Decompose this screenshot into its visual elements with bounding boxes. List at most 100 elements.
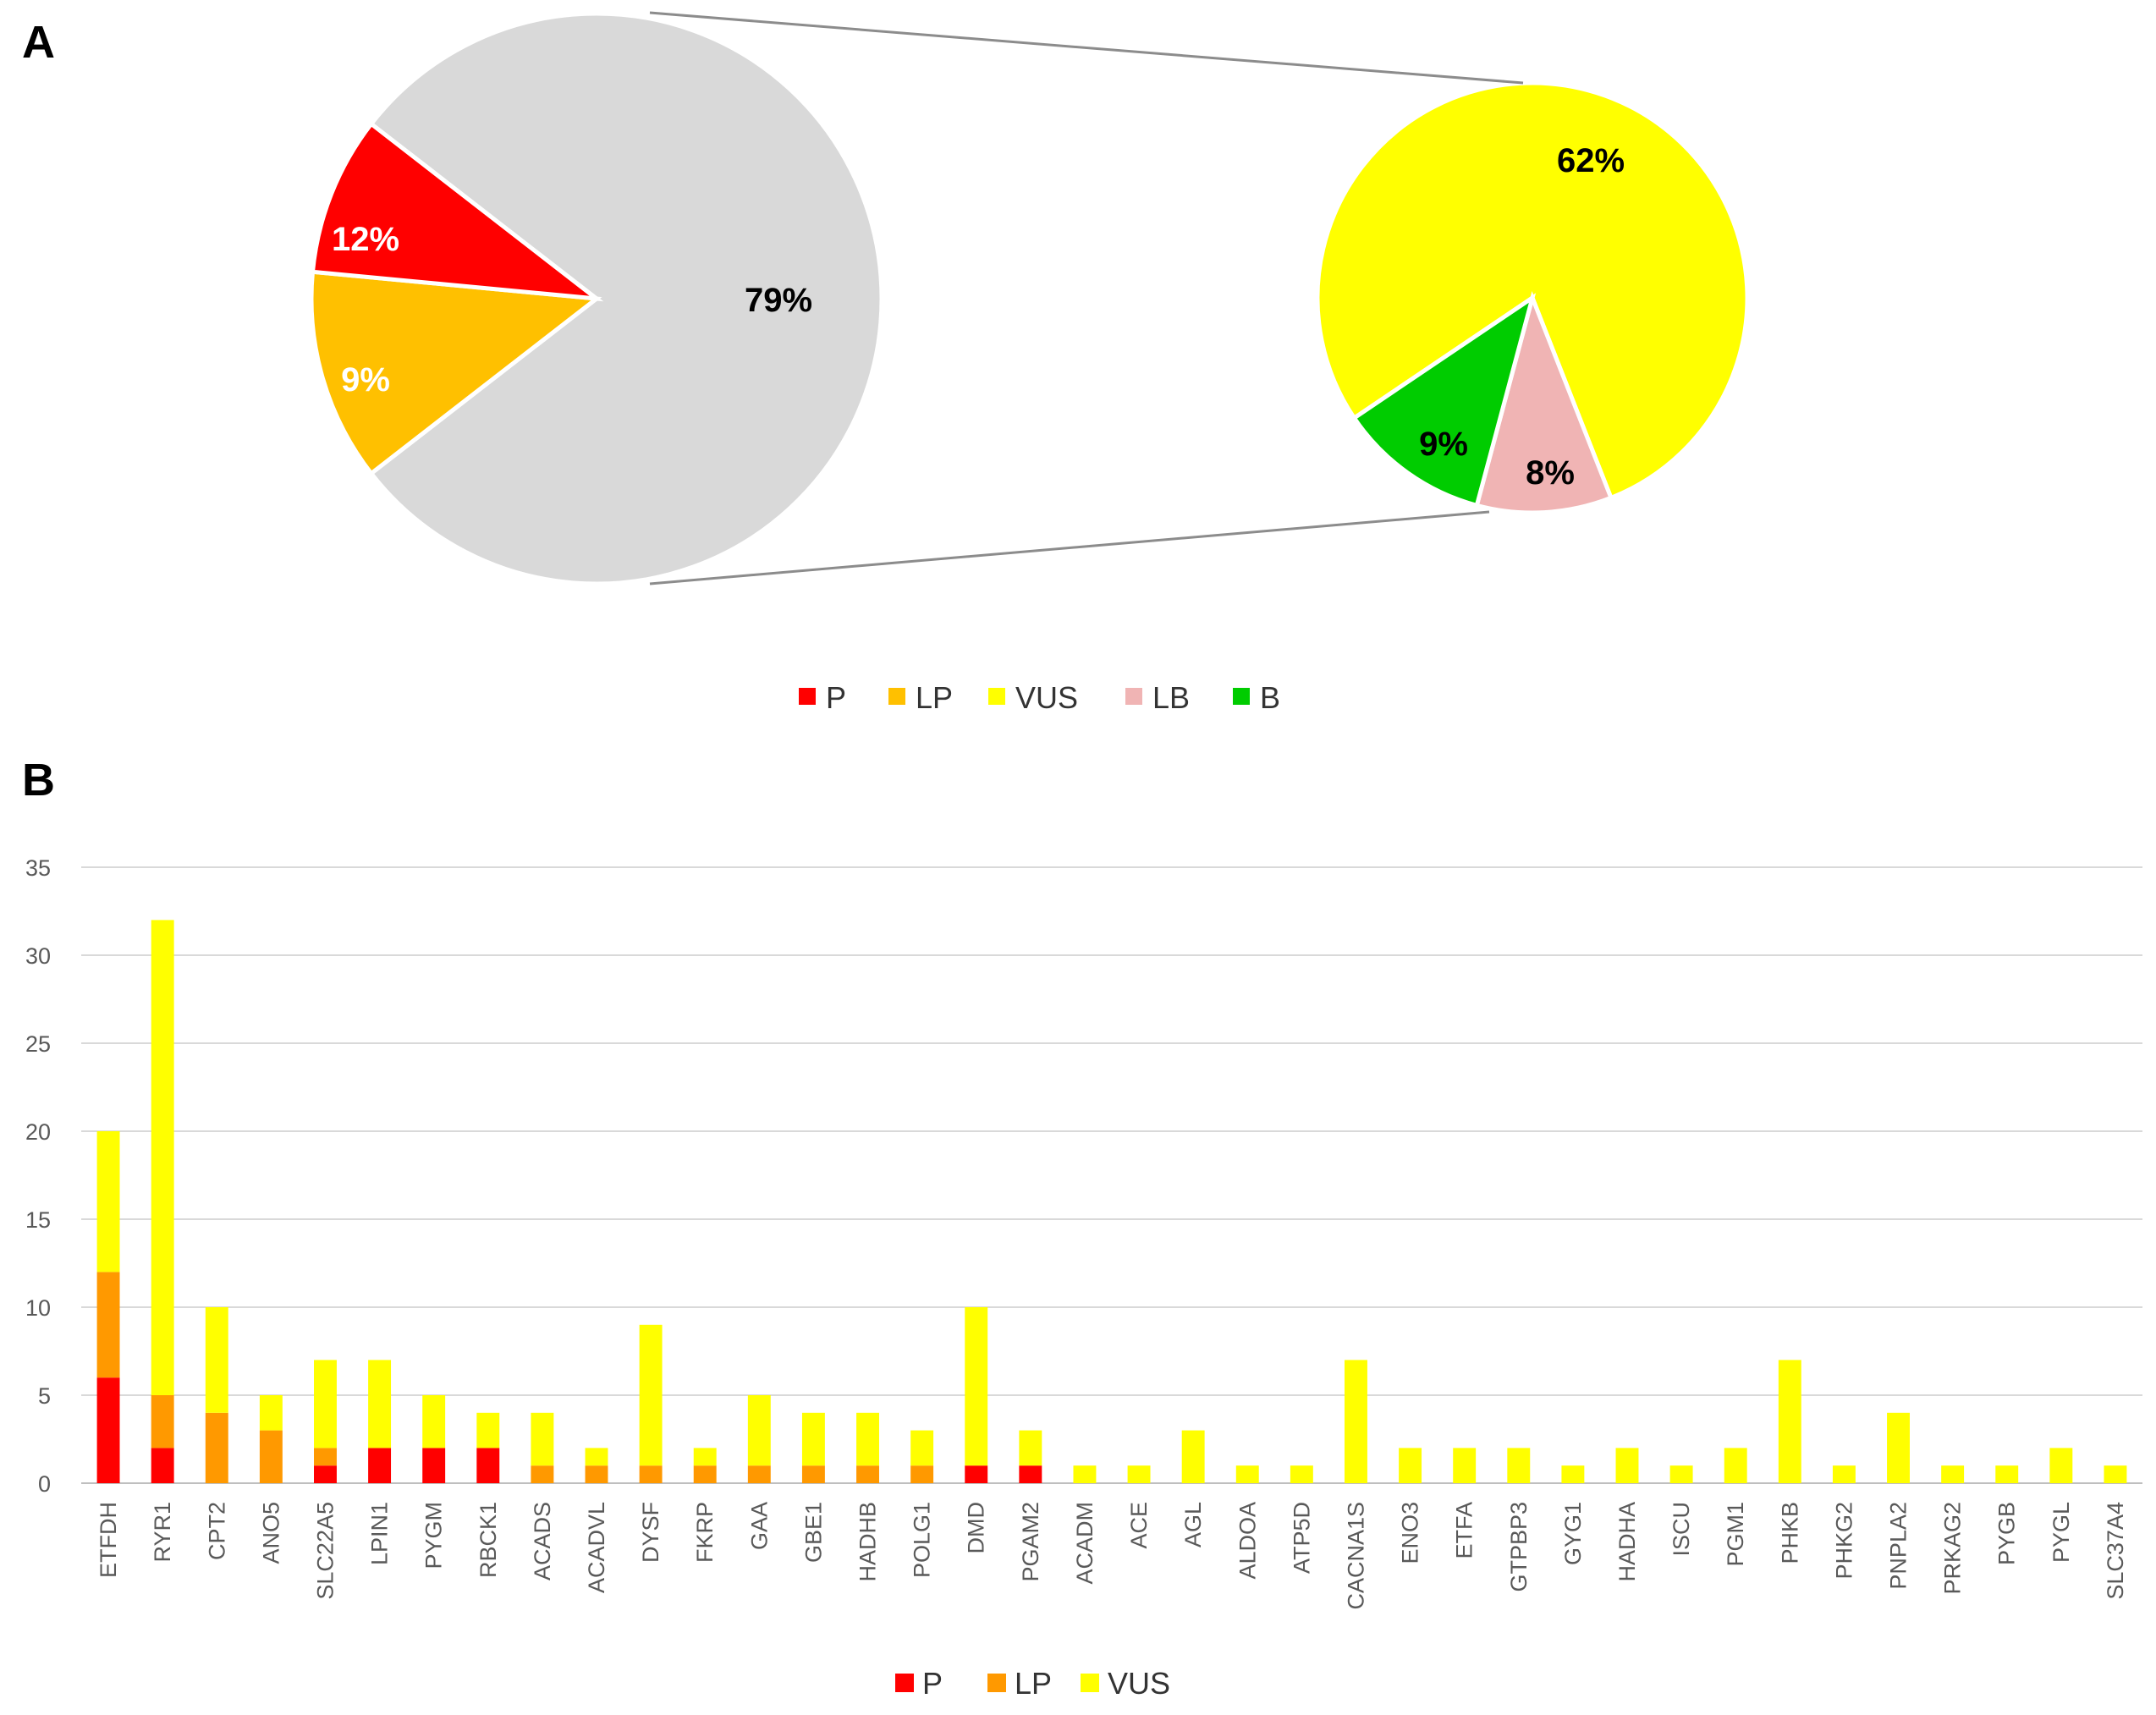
bar-vus-acads: [531, 1412, 554, 1466]
bar-vus-slc22a5: [314, 1360, 337, 1448]
pie-legend: P LP VUS LB B: [799, 680, 1280, 715]
bar-vus-ano5: [259, 1395, 283, 1431]
bar-vus-acadvl: [585, 1448, 608, 1466]
bar-lp-fkrp: [693, 1465, 717, 1483]
x-tick-label: ACADS: [530, 1502, 555, 1580]
x-tick-label: LPIN1: [367, 1502, 393, 1565]
bar-lp-acads: [531, 1465, 554, 1483]
x-tick-label: DYSF: [638, 1502, 663, 1563]
x-tick-label: CACNA1S: [1343, 1502, 1368, 1610]
bar-vus-cpt2: [205, 1307, 228, 1413]
breakout-slice-lb: [1474, 291, 1614, 515]
bar-vus-acadm: [1073, 1465, 1097, 1483]
bar-vus-phkb: [1778, 1360, 1801, 1483]
x-tick-label: PHKB: [1777, 1502, 1802, 1564]
bar-lp-ano5: [259, 1430, 283, 1483]
x-tick-label: ALDOA: [1235, 1502, 1260, 1580]
x-tick-label: ACADVL: [584, 1502, 609, 1593]
bar-p-pygm: [422, 1448, 446, 1483]
legend-label-lp: LP: [916, 680, 953, 715]
connector-line-bottom: [649, 510, 1490, 585]
bar-vus-gaa: [747, 1395, 771, 1466]
bar-vus-atp5d: [1290, 1465, 1313, 1483]
bar-vus-ryr1: [151, 920, 174, 1395]
bar-vus-etfdh: [96, 1131, 120, 1273]
x-tick-label: GYG1: [1560, 1502, 1586, 1565]
bar-vus-pgam2: [1019, 1430, 1042, 1466]
x-tick-label: GTPBP3: [1506, 1502, 1532, 1592]
pie-slice-p: [310, 120, 604, 302]
legend-swatch-lp: [888, 688, 905, 705]
x-tick-label: FKRP: [692, 1502, 718, 1563]
bar-vus-rbck1: [476, 1412, 500, 1448]
legend-label-b: B: [1260, 680, 1280, 715]
legend-label-p: P: [826, 680, 846, 715]
bar-lp-dysf: [639, 1465, 663, 1483]
x-tick-label: ACADM: [1072, 1502, 1097, 1585]
legend-label-vus: VUS: [1015, 680, 1078, 715]
x-tick-label: PNPLA2: [1886, 1502, 1911, 1590]
y-tick-label: 35: [25, 855, 51, 881]
legend-label-lb: LB: [1152, 680, 1190, 715]
breakout-slice-b: [1350, 293, 1537, 508]
x-tick-label: POLG1: [910, 1502, 935, 1578]
y-tick-label: 15: [25, 1207, 51, 1233]
y-tick-label: 20: [25, 1119, 51, 1145]
bar-legend-label-p: P: [922, 1666, 943, 1701]
bar-legend-label-lp: LP: [1015, 1666, 1052, 1701]
x-tick-label: GBE1: [800, 1502, 826, 1563]
bar-vus-phkg2: [1832, 1465, 1856, 1483]
pie-slice-lp: [309, 269, 602, 477]
bar-p-etfdh: [96, 1377, 120, 1483]
bar-vus-dmd: [965, 1307, 988, 1466]
y-tick-label: 30: [25, 943, 51, 969]
x-tick-label: PYGB: [1994, 1502, 2020, 1565]
bar-legend-label-vus: VUS: [1108, 1666, 1170, 1701]
bar-vus-gtpbp3: [1507, 1448, 1531, 1483]
x-tick-label: ACE: [1126, 1502, 1152, 1549]
pie-label-p: 9%: [341, 361, 390, 399]
bar-lp-hadhb: [856, 1465, 879, 1483]
bar-vus-etfa: [1453, 1448, 1477, 1483]
bar-lp-ryr1: [151, 1395, 174, 1448]
x-tick-label: PYGM: [421, 1502, 447, 1569]
x-tick-label: ATP5D: [1289, 1502, 1314, 1574]
x-tick-label: DMD: [964, 1502, 989, 1554]
bar-vus-hadhb: [856, 1412, 879, 1466]
bar-p-pgam2: [1019, 1465, 1042, 1483]
bar-vus-fkrp: [693, 1448, 717, 1466]
panel-b-letter: B: [22, 755, 55, 805]
bar-p-dmd: [965, 1465, 988, 1483]
legend-swatch-b: [1233, 688, 1250, 705]
x-tick-label: RYR1: [150, 1502, 175, 1563]
x-tick-label: RBCK1: [476, 1502, 501, 1578]
bar-vus-polg1: [910, 1430, 934, 1466]
y-tick-label: 25: [25, 1031, 51, 1057]
legend-swatch-lb: [1125, 688, 1142, 705]
bar-vus-eno3: [1399, 1448, 1422, 1483]
legend-swatch-p: [799, 688, 816, 705]
x-tick-label: PHKG2: [1831, 1502, 1856, 1580]
x-tick-label: SLC37A4: [2103, 1502, 2128, 1600]
y-tick-label: 0: [38, 1471, 51, 1497]
y-tick-label: 10: [25, 1295, 51, 1321]
bar-vus-pygb: [1995, 1465, 2019, 1483]
bar-lp-cpt2: [205, 1412, 228, 1483]
bar-lp-acadvl: [585, 1465, 608, 1483]
pie-slice-other: [368, 11, 884, 586]
bar-p-rbck1: [476, 1448, 500, 1483]
bar-vus-pgm1: [1724, 1448, 1747, 1483]
pie-label-other: 79%: [745, 282, 812, 319]
x-tick-label: CPT2: [204, 1502, 229, 1560]
bar-vus-aldoa: [1235, 1465, 1259, 1483]
bar-vus-pygl: [2049, 1448, 2073, 1483]
y-tick-label: 5: [38, 1383, 51, 1409]
bar-legend: P LP VUS: [895, 1666, 1170, 1701]
bar-vus-iscu: [1669, 1465, 1693, 1483]
x-tick-label: PYGL: [2049, 1502, 2074, 1563]
bar-legend-swatch-p: [895, 1674, 914, 1692]
bar-lp-slc22a5: [314, 1448, 337, 1466]
bar-lp-polg1: [910, 1465, 934, 1483]
bar-vus-dysf: [639, 1324, 663, 1466]
bar-vus-lpin1: [368, 1360, 392, 1448]
